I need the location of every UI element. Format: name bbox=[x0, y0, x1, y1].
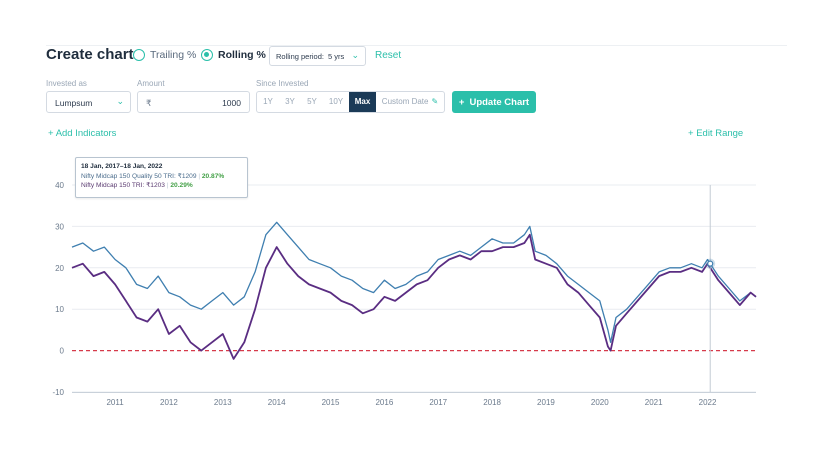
y-tick-label: -10 bbox=[52, 388, 64, 397]
y-tick-label: 0 bbox=[60, 347, 65, 356]
rolling-radio-icon[interactable] bbox=[201, 49, 213, 61]
update-chart-button[interactable]: + Update Chart bbox=[452, 91, 536, 113]
range-button-10y[interactable]: 10Y bbox=[328, 97, 344, 106]
chart-tooltip: 18 Jan, 2017–18 Jan, 2022 Nifty Midcap 1… bbox=[75, 157, 248, 198]
x-tick-label: 2012 bbox=[160, 398, 178, 407]
edit-range-link[interactable]: + Edit Range bbox=[688, 128, 743, 139]
y-tick-label: 20 bbox=[55, 264, 64, 273]
range-selector: 1Y 3Y 5Y 10Y Max Custom Date ✎ bbox=[256, 91, 445, 113]
tooltip-series1-label: Nifty Midcap 150 Quality 50 TRI: ₹1209 bbox=[81, 172, 197, 180]
x-tick-label: 2019 bbox=[537, 398, 555, 407]
tooltip-date: 18 Jan, 2017–18 Jan, 2022 bbox=[81, 163, 163, 170]
currency-symbol: ₹ bbox=[146, 98, 152, 108]
amount-label: Amount bbox=[137, 79, 165, 88]
rolling-label: Rolling % bbox=[218, 49, 266, 61]
pencil-icon: ✎ bbox=[431, 97, 439, 106]
y-tick-label: 10 bbox=[55, 305, 64, 314]
chevron-down-icon: ⌄ bbox=[116, 96, 124, 106]
series-line-1 bbox=[71, 221, 757, 343]
add-indicators-label: Add Indicators bbox=[55, 128, 117, 139]
x-tick-label: 2018 bbox=[483, 398, 501, 407]
plus-icon: + bbox=[48, 128, 54, 139]
x-tick-label: 2014 bbox=[268, 398, 286, 407]
chevron-down-icon: ⌄ bbox=[351, 50, 359, 60]
amount-value: 1000 bbox=[222, 98, 241, 108]
tooltip-separator: | bbox=[198, 172, 202, 180]
x-tick-label: 2020 bbox=[591, 398, 609, 407]
x-tick-label: 2016 bbox=[375, 398, 393, 407]
header-divider bbox=[46, 45, 787, 46]
trailing-label: Trailing % bbox=[150, 49, 197, 61]
mode-trailing-option[interactable]: Trailing % bbox=[133, 49, 196, 61]
x-tick-label: 2021 bbox=[645, 398, 663, 407]
range-button-3y[interactable]: 3Y bbox=[285, 97, 295, 106]
update-chart-label: Update Chart bbox=[469, 96, 530, 108]
since-invested-label: Since Invested bbox=[256, 79, 309, 88]
trailing-radio-icon[interactable] bbox=[133, 49, 145, 61]
invested-as-select[interactable]: Lumpsum ⌄ bbox=[46, 91, 131, 113]
page-title: Create chart bbox=[46, 46, 134, 63]
series-line-2 bbox=[71, 233, 757, 360]
rolling-period-select[interactable]: Rolling period: 5 yrs ⌄ bbox=[269, 46, 366, 66]
x-tick-label: 2015 bbox=[322, 398, 340, 407]
tooltip-series1-pct: 20.87% bbox=[201, 172, 225, 180]
x-tick-label: 2022 bbox=[699, 398, 717, 407]
hover-point bbox=[707, 260, 714, 267]
range-button-custom-date[interactable]: Custom Date ✎ bbox=[376, 92, 444, 112]
x-tick-label: 2011 bbox=[106, 398, 124, 407]
invested-as-label: Invested as bbox=[46, 79, 87, 88]
amount-input[interactable]: ₹ 1000 bbox=[137, 91, 250, 113]
add-indicators-link[interactable]: + Add Indicators bbox=[48, 128, 116, 139]
reset-link[interactable]: Reset bbox=[375, 50, 402, 61]
y-tick-label: 30 bbox=[55, 222, 64, 231]
tooltip-separator: | bbox=[166, 182, 171, 189]
x-tick-label: 2013 bbox=[214, 398, 232, 407]
rolling-period-value: 5 yrs bbox=[327, 51, 345, 61]
tooltip-series2-label: Nifty Midcap 150 TRI: ₹1203 bbox=[81, 182, 165, 189]
mode-rolling-option[interactable]: Rolling % bbox=[201, 49, 266, 61]
x-tick-label: 2017 bbox=[429, 398, 447, 407]
range-button-5y[interactable]: 5Y bbox=[307, 97, 317, 106]
range-button-max[interactable]: Max bbox=[349, 92, 376, 112]
rolling-period-label: Rolling period: bbox=[276, 51, 324, 61]
custom-date-label: Custom Date bbox=[381, 97, 429, 106]
invested-as-value: Lumpsum bbox=[55, 98, 93, 108]
edit-range-label: Edit Range bbox=[696, 128, 744, 139]
plus-icon: + bbox=[458, 96, 465, 108]
range-button-1y[interactable]: 1Y bbox=[263, 97, 273, 106]
y-tick-label: 40 bbox=[55, 181, 64, 190]
tooltip-series2-pct: 20.29% bbox=[170, 182, 193, 189]
plus-icon: + bbox=[688, 128, 694, 139]
